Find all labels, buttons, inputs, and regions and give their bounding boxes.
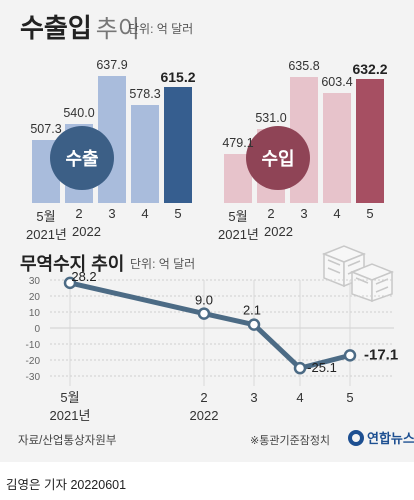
bar-value-label: 637.9 xyxy=(96,57,128,72)
x-year-label: 2022 xyxy=(264,224,293,239)
export-bar-chart: 수출 507.3 5월 540.0 2 637.9 3 578.3 4 615.2 5 2021년 2… xyxy=(0,0,207,245)
data-value-label: 28.2 xyxy=(71,270,96,284)
y-tick-label: -30 xyxy=(26,372,41,383)
bar-value-label: 603.4 xyxy=(321,74,353,89)
data-value-label: -17.1 xyxy=(364,346,398,363)
y-tick-label: -20 xyxy=(26,356,41,367)
data-value-label: -25.1 xyxy=(307,360,337,375)
x-tick-label: 5 xyxy=(366,206,374,221)
x-tick-label: 5월 xyxy=(60,390,79,405)
yonhap-logo: 연합뉴스 xyxy=(348,428,414,447)
data-point xyxy=(197,307,211,320)
x-tick-label: 4 xyxy=(333,206,341,221)
unit-label: 단위: 억 달러 xyxy=(128,22,194,36)
bar-export xyxy=(131,105,159,203)
provisional-note: ※통관기준잠정치 xyxy=(250,435,331,447)
data-value-label: 2.1 xyxy=(243,303,261,318)
x-tick-label: 2 xyxy=(267,206,275,221)
bar-import xyxy=(356,78,384,203)
source-label: 자료/산업통상자원부 xyxy=(18,435,117,447)
x-year-label: 2021년 xyxy=(26,227,67,242)
page-title: 수출입 추이 xyxy=(20,13,140,43)
y-tick-label: 20 xyxy=(29,292,41,303)
x-tick-label: 5 xyxy=(346,390,353,405)
bar-value-label: 632.2 xyxy=(352,60,388,77)
x-tick-label: 3 xyxy=(300,206,308,221)
y-tick-label: 0 xyxy=(34,324,40,335)
bar-value-label: 578.3 xyxy=(129,87,161,102)
x-tick-label: 4 xyxy=(141,206,149,221)
yonhap-logo-icon xyxy=(348,429,364,446)
import-label-circle: 수입 xyxy=(246,126,310,190)
trade-balance-line-chart: 30 20 10 0 -10 -20 -30 28.2 5월 9.0 2 2.1 3 -25.1 4 -17.… xyxy=(26,270,399,423)
data-point xyxy=(343,349,357,362)
x-tick-label: 2 xyxy=(200,390,207,405)
x-tick-label: 5 xyxy=(174,206,182,221)
bar-value-label: 615.2 xyxy=(160,69,196,86)
bar-value-label: 479.1 xyxy=(222,136,254,151)
x-tick-label: 5월 xyxy=(228,209,248,224)
data-point xyxy=(63,276,77,290)
x-year-label: 2021년 xyxy=(50,408,91,423)
bar-export xyxy=(164,87,192,203)
box-illustration-icon xyxy=(321,245,395,302)
data-point xyxy=(293,361,307,375)
byline: 김영은 기자 20220601 xyxy=(6,478,127,492)
line-unit-label: 단위: 억 달러 xyxy=(130,257,196,271)
x-tick-label: 5월 xyxy=(36,209,56,224)
x-tick-label: 3 xyxy=(108,206,116,221)
y-tick-label: 30 xyxy=(29,276,41,287)
y-tick-label: -10 xyxy=(26,340,41,351)
x-year-label: 2022 xyxy=(190,408,219,423)
y-tick-label: 10 xyxy=(29,308,41,319)
bar-value-label: 540.0 xyxy=(63,106,95,121)
x-year-label: 2021년 xyxy=(218,227,259,242)
bar-value-label: 531.0 xyxy=(255,110,287,125)
import-bar-chart: 수입 479.1 5월 531.0 2 635.8 3 603.4 4 632.2 5 2021년 2… xyxy=(0,0,414,245)
x-year-label: 2022 xyxy=(72,224,101,239)
x-tick-label: 3 xyxy=(250,390,257,405)
data-value-label: 9.0 xyxy=(195,293,213,308)
x-tick-label: 2 xyxy=(75,206,83,221)
x-tick-label: 4 xyxy=(296,390,303,405)
bar-value-label: 635.8 xyxy=(288,58,320,73)
bar-value-label: 507.3 xyxy=(30,122,62,137)
line-chart-title: 무역수지 추이 xyxy=(20,254,125,274)
export-label-circle: 수출 xyxy=(50,126,114,190)
bar-import xyxy=(323,92,351,203)
infographic-panel: 수출입 추이 단위: 억 달러 수출 507.3 5월 540.0 2 637.9 3 578… xyxy=(0,0,414,462)
data-point xyxy=(247,318,261,331)
